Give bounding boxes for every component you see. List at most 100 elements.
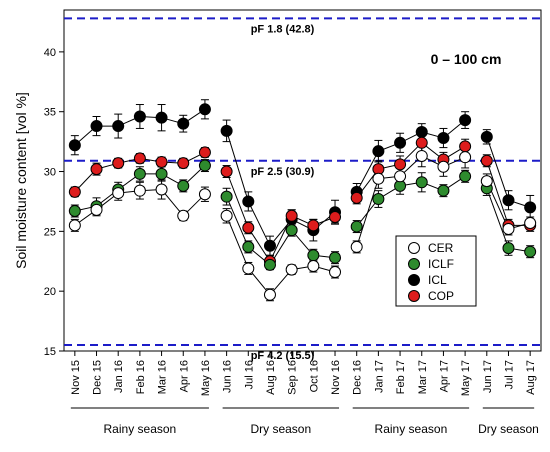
data-point-iclf [177, 179, 190, 192]
data-point-cop [220, 165, 233, 178]
data-point-icl [394, 136, 407, 149]
data-point-icl [133, 110, 146, 123]
data-point-cer [242, 262, 255, 275]
x-tick-label: Apr 16 [178, 360, 190, 392]
data-point-icl [263, 239, 276, 252]
data-point-iclf [502, 242, 515, 255]
data-point-cer [155, 183, 168, 196]
data-point-cer [350, 240, 363, 253]
data-point-icl [220, 124, 233, 137]
data-point-iclf [155, 167, 168, 180]
data-point-iclf [307, 249, 320, 262]
data-point-cop [480, 154, 493, 167]
data-point-cer [133, 184, 146, 197]
legend-marker-cop [408, 290, 420, 302]
x-tick-label: Nov 15 [70, 360, 82, 395]
data-point-cer [285, 263, 298, 276]
data-point-cer [437, 160, 450, 173]
data-point-cer [480, 175, 493, 188]
data-point-cop [133, 152, 146, 165]
data-point-cop [68, 185, 81, 198]
y-tick-label: 35 [44, 107, 56, 119]
x-tick-label: Aug 17 [525, 360, 537, 395]
data-point-cer [524, 216, 537, 229]
data-point-cop [90, 163, 103, 176]
series-markers [68, 103, 537, 301]
data-point-cer [220, 209, 233, 222]
x-tick-label: Feb 16 [135, 360, 147, 394]
data-point-cop [350, 191, 363, 204]
data-point-cer [372, 172, 385, 185]
data-point-icl [198, 103, 211, 116]
data-point-cer [198, 188, 211, 201]
data-point-iclf [459, 170, 472, 183]
legend-label-cer: CER [428, 241, 454, 255]
depth-label: 0 – 100 cm [431, 51, 502, 67]
data-point-cer [112, 187, 125, 200]
x-tick-label: Feb 17 [395, 360, 407, 394]
legend-marker-cer [408, 242, 420, 254]
reference-line-label: pF 2.5 (30.9) [251, 166, 315, 178]
data-point-cer [415, 149, 428, 162]
plot-border [63, 9, 542, 352]
x-tick-label: Jul 16 [243, 360, 255, 389]
x-tick-label: Mar 16 [157, 360, 169, 394]
data-point-cer [177, 209, 190, 222]
series-layer [68, 99, 537, 302]
season-groups: Rainy season Dry season Rainy season Dry se… [70, 407, 539, 436]
data-point-cer [394, 170, 407, 183]
y-tick-label: 40 [44, 47, 56, 59]
data-point-iclf [372, 193, 385, 206]
data-point-iclf [524, 245, 537, 258]
y-axis-label: Soil moisture content [vol %] [13, 92, 29, 269]
x-tick-label: Oct 16 [308, 360, 320, 392]
x-tick-label: Dec 16 [352, 360, 364, 395]
data-point-iclf [242, 240, 255, 253]
x-tick-label: May 17 [460, 360, 472, 396]
data-point-icl [112, 120, 125, 133]
plot-frame [63, 9, 542, 352]
data-point-icl [177, 117, 190, 130]
legend-label-cop: COP [428, 289, 454, 303]
legend-marker-icl [408, 274, 420, 286]
legend: CER ICLF ICL COP [395, 235, 477, 307]
y-tick-label: 15 [44, 346, 56, 358]
data-point-iclf [68, 205, 81, 218]
data-point-cop [242, 221, 255, 234]
data-point-cop [198, 146, 211, 159]
data-point-iclf [220, 190, 233, 203]
data-point-cer [90, 203, 103, 216]
x-tick-label: Jan 17 [373, 360, 385, 393]
x-tick-label: Jan 16 [113, 360, 125, 393]
data-point-cer [329, 266, 342, 279]
data-point-cer [502, 222, 515, 235]
season-label: Dry season [250, 422, 311, 436]
data-point-iclf [198, 159, 211, 172]
x-tick-label: Aug 16 [265, 360, 277, 395]
x-tick-label: Sep 16 [287, 360, 299, 395]
data-point-cer [68, 219, 81, 232]
data-point-cop [394, 158, 407, 171]
data-point-icl [155, 111, 168, 124]
data-point-cop [415, 136, 428, 149]
season-label: Rainy season [104, 422, 177, 436]
x-tick-label: Apr 17 [438, 360, 450, 392]
data-point-icl [437, 132, 450, 145]
data-point-icl [415, 126, 428, 139]
legend-label-icl: ICL [428, 273, 447, 287]
x-tick-label: Jun 17 [482, 360, 494, 393]
x-tick-label: Nov 16 [330, 360, 342, 395]
data-point-cer [459, 151, 472, 164]
y-tick-label: 20 [44, 286, 56, 298]
data-point-cop [155, 155, 168, 168]
data-point-icl [459, 114, 472, 127]
data-point-icl [480, 130, 493, 143]
data-point-icl [90, 120, 103, 133]
data-point-iclf [133, 167, 146, 180]
y-tick-label: 30 [44, 167, 56, 179]
data-point-iclf [437, 184, 450, 197]
data-point-iclf [415, 176, 428, 189]
data-point-cop [459, 140, 472, 153]
data-point-cop [285, 209, 298, 222]
